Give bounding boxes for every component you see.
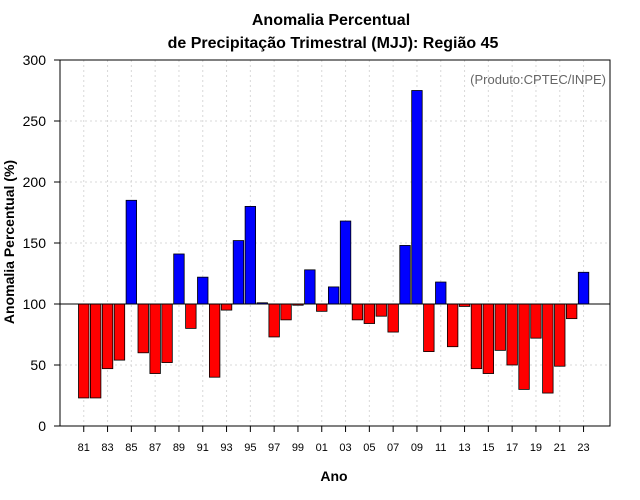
bar-95 (244, 205, 257, 305)
bar-23 (577, 271, 590, 305)
bar-12 (446, 303, 459, 348)
x-tick-label: 89 (173, 442, 185, 454)
y-tick-label: 100 (23, 296, 47, 312)
x-tick-label: 19 (530, 442, 542, 454)
x-tick-label: 03 (339, 442, 351, 454)
bar-01 (316, 303, 328, 312)
y-tick-label: 250 (23, 113, 47, 129)
x-tick-label: 81 (78, 442, 90, 454)
bar-83 (101, 303, 114, 370)
bar-21 (554, 303, 566, 367)
bar-16 (494, 303, 506, 351)
y-axis-label: Anomalia Percentual (%) (1, 160, 17, 324)
x-tick-label: 09 (411, 442, 423, 454)
bar-85 (125, 199, 137, 305)
bar-03 (339, 220, 352, 305)
x-tick-label: 15 (482, 442, 494, 454)
bar-04 (351, 303, 364, 321)
bars (78, 90, 590, 399)
bar-05 (363, 303, 376, 324)
x-tick-label: 83 (101, 442, 113, 454)
x-tick-label: 13 (458, 442, 470, 454)
x-tick-label: 23 (577, 442, 589, 454)
y-tick-label: 0 (38, 418, 46, 434)
bar-11 (435, 281, 447, 305)
bar-14 (470, 303, 483, 370)
bar-17 (506, 303, 518, 366)
bar-91 (197, 276, 209, 305)
x-tick-label: 07 (387, 442, 399, 454)
bar-81 (78, 303, 90, 399)
y-tick-label: 200 (23, 174, 47, 190)
bar-98 (280, 303, 292, 321)
y-tick-label: 50 (30, 357, 46, 373)
bar-10 (423, 303, 435, 352)
bar-97 (268, 303, 280, 338)
bar-02 (327, 286, 340, 305)
bar-94 (232, 240, 245, 305)
bar-90 (185, 303, 197, 329)
bar-82 (90, 303, 102, 399)
bar-07 (387, 303, 399, 333)
y-tick-label: 300 (23, 52, 47, 68)
x-tick-label: 99 (292, 442, 304, 454)
bar-92 (208, 303, 221, 378)
bar-22 (566, 303, 578, 320)
x-tick-label: 87 (149, 442, 161, 454)
x-tick-label: 97 (268, 442, 280, 454)
bar-00 (304, 269, 316, 305)
bar-08 (399, 245, 411, 305)
bar-86 (137, 303, 149, 354)
y-tick-label: 150 (23, 235, 47, 251)
x-axis: 81 83 85 87 89 91 93 95 97 99 01 03 05 07 09 11 13 15 17 19… (78, 426, 590, 454)
x-tick-label: 85 (125, 442, 137, 454)
credit-label: (Produto:CPTEC/INPE) (470, 72, 606, 87)
x-tick-label: 21 (554, 442, 566, 454)
bar-88 (161, 303, 173, 363)
x-tick-label: 11 (435, 442, 446, 454)
bar-18 (518, 303, 530, 390)
bar-19 (530, 303, 542, 339)
y-axis: 0 50 100 150 200 250 300 (23, 52, 60, 434)
bar-89 (173, 253, 185, 305)
x-tick-label: 05 (363, 442, 375, 454)
x-tick-label: 91 (197, 442, 209, 454)
bar-87 (149, 303, 161, 374)
x-axis-label: Ano (320, 468, 347, 484)
chart-title-line1: Anomalia Percentual (252, 12, 410, 29)
bar-93 (220, 303, 233, 311)
bar-20 (542, 303, 554, 394)
x-tick-label: 01 (316, 442, 328, 454)
x-tick-label: 17 (506, 442, 518, 454)
chart-title-line2: de Precipitação Trimestral (MJJ): Região… (168, 35, 499, 52)
x-tick-label: 93 (220, 442, 232, 454)
bar-15 (482, 303, 495, 374)
bar-09 (411, 90, 423, 305)
bar-84 (113, 303, 126, 361)
bar-06 (375, 303, 387, 317)
x-tick-label: 95 (244, 442, 256, 454)
